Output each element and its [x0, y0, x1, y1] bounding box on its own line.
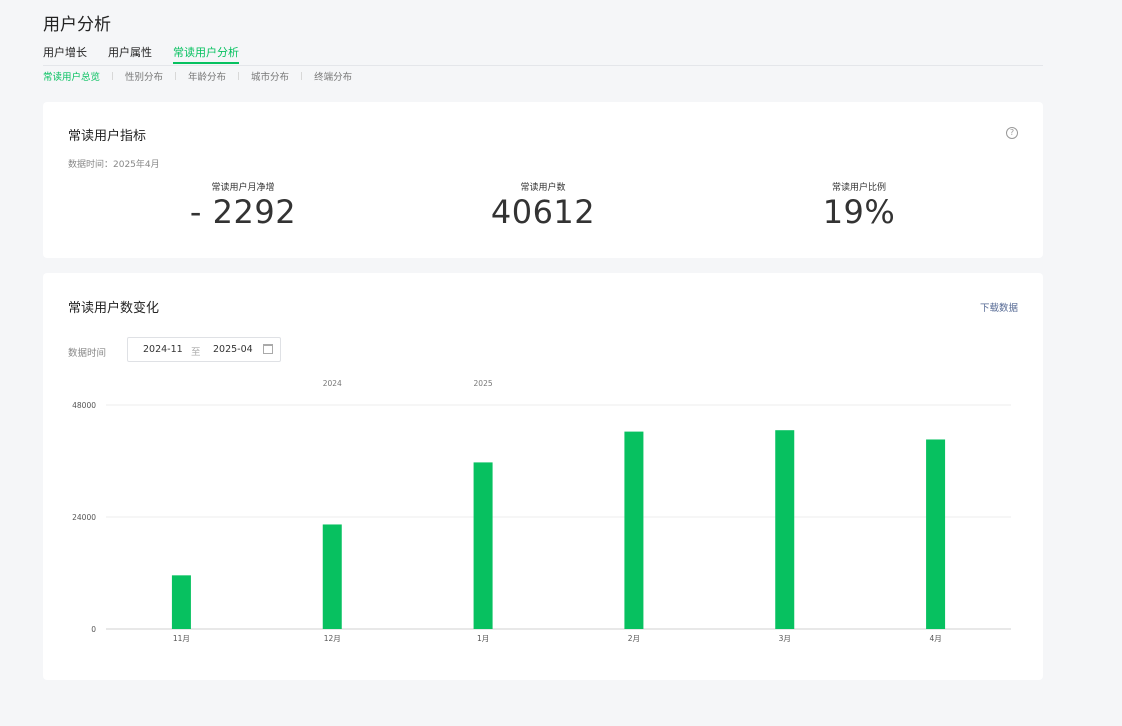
- subtab-age[interactable]: 年龄分布: [188, 72, 227, 83]
- subtab-overview[interactable]: 常读用户总览: [43, 72, 101, 83]
- bar: [775, 430, 795, 629]
- metric-value: 19%: [822, 193, 896, 231]
- sub-tabs: 常读用户总览 性别分布 年龄分布 城市分布 终端分布: [43, 69, 352, 83]
- tab-user-attributes[interactable]: 用户属性: [108, 46, 152, 59]
- divider: [301, 72, 303, 80]
- year-label: 2024: [323, 379, 342, 388]
- divider: [175, 72, 177, 80]
- bar: [926, 439, 946, 629]
- divider: [112, 72, 114, 80]
- page-title: 用户分析: [43, 15, 111, 35]
- metric-label: 常读用户数: [520, 183, 566, 193]
- trend-card-title: 常读用户数变化: [68, 301, 160, 316]
- x-tick-label: 11月: [173, 634, 190, 643]
- tab-frequent-reader-analysis[interactable]: 常读用户分析: [173, 44, 239, 64]
- calendar-icon[interactable]: [263, 344, 273, 354]
- bar-chart: 0 24000 48000 11月 12月 1月 2月 3月 4月 2024 2025: [72, 379, 1011, 643]
- bar: [473, 462, 493, 629]
- date-separator: 至: [191, 347, 201, 358]
- metrics-card-title: 常读用户指标: [68, 129, 147, 144]
- divider: [238, 72, 240, 80]
- tab-user-growth[interactable]: 用户增长: [43, 46, 87, 59]
- x-tick-label: 4月: [929, 634, 941, 643]
- x-tick-label: 1月: [477, 634, 489, 643]
- y-tick-label: 24000: [72, 513, 96, 522]
- main-tabs: 用户增长 用户属性 常读用户分析: [43, 44, 1043, 66]
- question-circle-icon[interactable]: ?: [1006, 127, 1018, 139]
- metrics-card: 常读用户指标 ? 数据时间：2025年4月 常读用户月净增 - 2292 常读用…: [43, 102, 1043, 258]
- subtab-city[interactable]: 城市分布: [251, 72, 290, 83]
- bar: [171, 575, 191, 629]
- x-tick-label: 3月: [779, 634, 791, 643]
- trend-card: 常读用户数变化 下载数据 数据时间 2024-11 至 2025-04 0 240…: [43, 273, 1043, 680]
- subtab-gender[interactable]: 性别分布: [125, 72, 164, 83]
- x-tick-label: 2月: [628, 634, 640, 643]
- metric-value: 40612: [490, 193, 596, 231]
- y-tick-label: 0: [91, 625, 96, 634]
- metric-label: 常读用户月净增: [211, 183, 275, 193]
- metric-reader-count: 常读用户数 40612: [393, 180, 693, 229]
- filter-label: 数据时间: [68, 348, 107, 359]
- download-data-link[interactable]: 下载数据: [979, 303, 1018, 314]
- x-tick-label: 12月: [324, 634, 341, 643]
- bar: [624, 431, 644, 629]
- metric-reader-ratio: 常读用户比例 19%: [709, 180, 1009, 229]
- metric-value: - 2292: [189, 193, 297, 231]
- metric-net-growth: 常读用户月净增 - 2292: [93, 180, 393, 229]
- year-label: 2025: [474, 379, 493, 388]
- y-tick-label: 48000: [72, 401, 96, 410]
- date-end[interactable]: 2025-04: [213, 344, 253, 355]
- bar: [322, 524, 342, 629]
- date-range-picker[interactable]: 2024-11 至 2025-04: [127, 337, 281, 362]
- subtab-device[interactable]: 终端分布: [314, 72, 353, 83]
- metric-label: 常读用户比例: [831, 183, 886, 193]
- metrics-data-time: 数据时间：2025年4月: [68, 160, 160, 170]
- date-start[interactable]: 2024-11: [143, 344, 183, 355]
